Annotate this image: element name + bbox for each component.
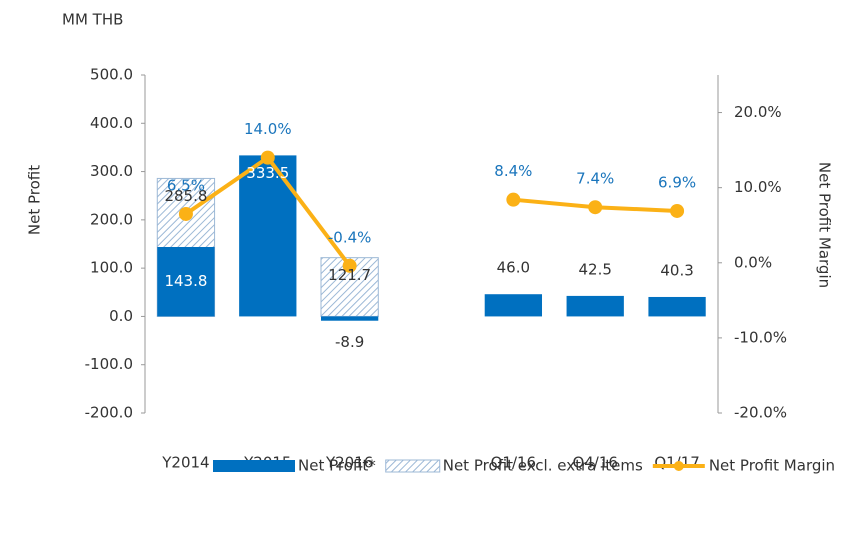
- line-point: [342, 258, 357, 273]
- data-label: 143.8: [164, 272, 207, 290]
- data-label: 42.5: [579, 260, 612, 278]
- line-point: [588, 200, 603, 215]
- unit-label: MM THB: [62, 11, 123, 29]
- legend-swatch: [385, 459, 441, 473]
- y-tick-label: 200.0: [90, 210, 133, 228]
- data-label: 6.5%: [167, 176, 205, 194]
- x-tick-label: Y2016: [325, 454, 373, 472]
- x-tick-label: Y2014: [161, 454, 209, 472]
- data-label: 6.9%: [658, 173, 696, 191]
- line-point: [178, 206, 193, 221]
- y2-axis-title: Net Profit Margin: [816, 162, 834, 288]
- data-label: 8.4%: [494, 162, 532, 180]
- line-point: [260, 150, 275, 165]
- y-tick-label: 500.0: [90, 66, 133, 84]
- data-label: -8.9: [335, 333, 364, 351]
- bar: [484, 294, 543, 317]
- y2-tick-label: -20.0%: [734, 404, 787, 422]
- data-label: 333.5: [246, 164, 289, 182]
- data-label: 7.4%: [576, 170, 614, 188]
- bar: [648, 296, 706, 317]
- bar: [157, 246, 215, 317]
- legend-label: Net Profit excl. extra items: [443, 457, 643, 475]
- data-label: 121.7: [328, 266, 371, 284]
- legend-label: Net Profit Margin: [709, 457, 835, 475]
- y-tick-label: -200.0: [85, 404, 133, 422]
- legend-swatch-point: [673, 461, 684, 471]
- data-label: 14.0%: [244, 120, 292, 138]
- y-tick-label: 0.0: [109, 307, 133, 325]
- data-label: -0.4%: [328, 228, 372, 246]
- line-point: [670, 203, 685, 218]
- bar: [566, 295, 624, 317]
- x-tick-label: Q1/16: [491, 454, 537, 472]
- y-tick-label: 300.0: [90, 162, 133, 180]
- y2-tick-label: -10.0%: [734, 328, 787, 346]
- y-axis-title: Net Profit: [26, 165, 44, 235]
- legend-label: Net Profit*: [298, 457, 376, 475]
- y2-tick-label: 0.0%: [734, 253, 772, 271]
- data-label: 46.0: [497, 259, 530, 277]
- x-tick-label: Q4/16: [572, 454, 618, 472]
- y2-tick-label: 10.0%: [734, 178, 782, 196]
- bar: [320, 316, 379, 321]
- data-label: 40.3: [660, 261, 693, 279]
- data-label: 285.8: [164, 187, 207, 205]
- line-point: [506, 192, 521, 207]
- y-tick-label: 100.0: [90, 259, 133, 277]
- y-tick-label: 400.0: [90, 114, 133, 132]
- y2-tick-label: 20.0%: [734, 103, 782, 121]
- y-tick-label: -100.0: [85, 355, 133, 373]
- legend-swatch: [213, 460, 295, 472]
